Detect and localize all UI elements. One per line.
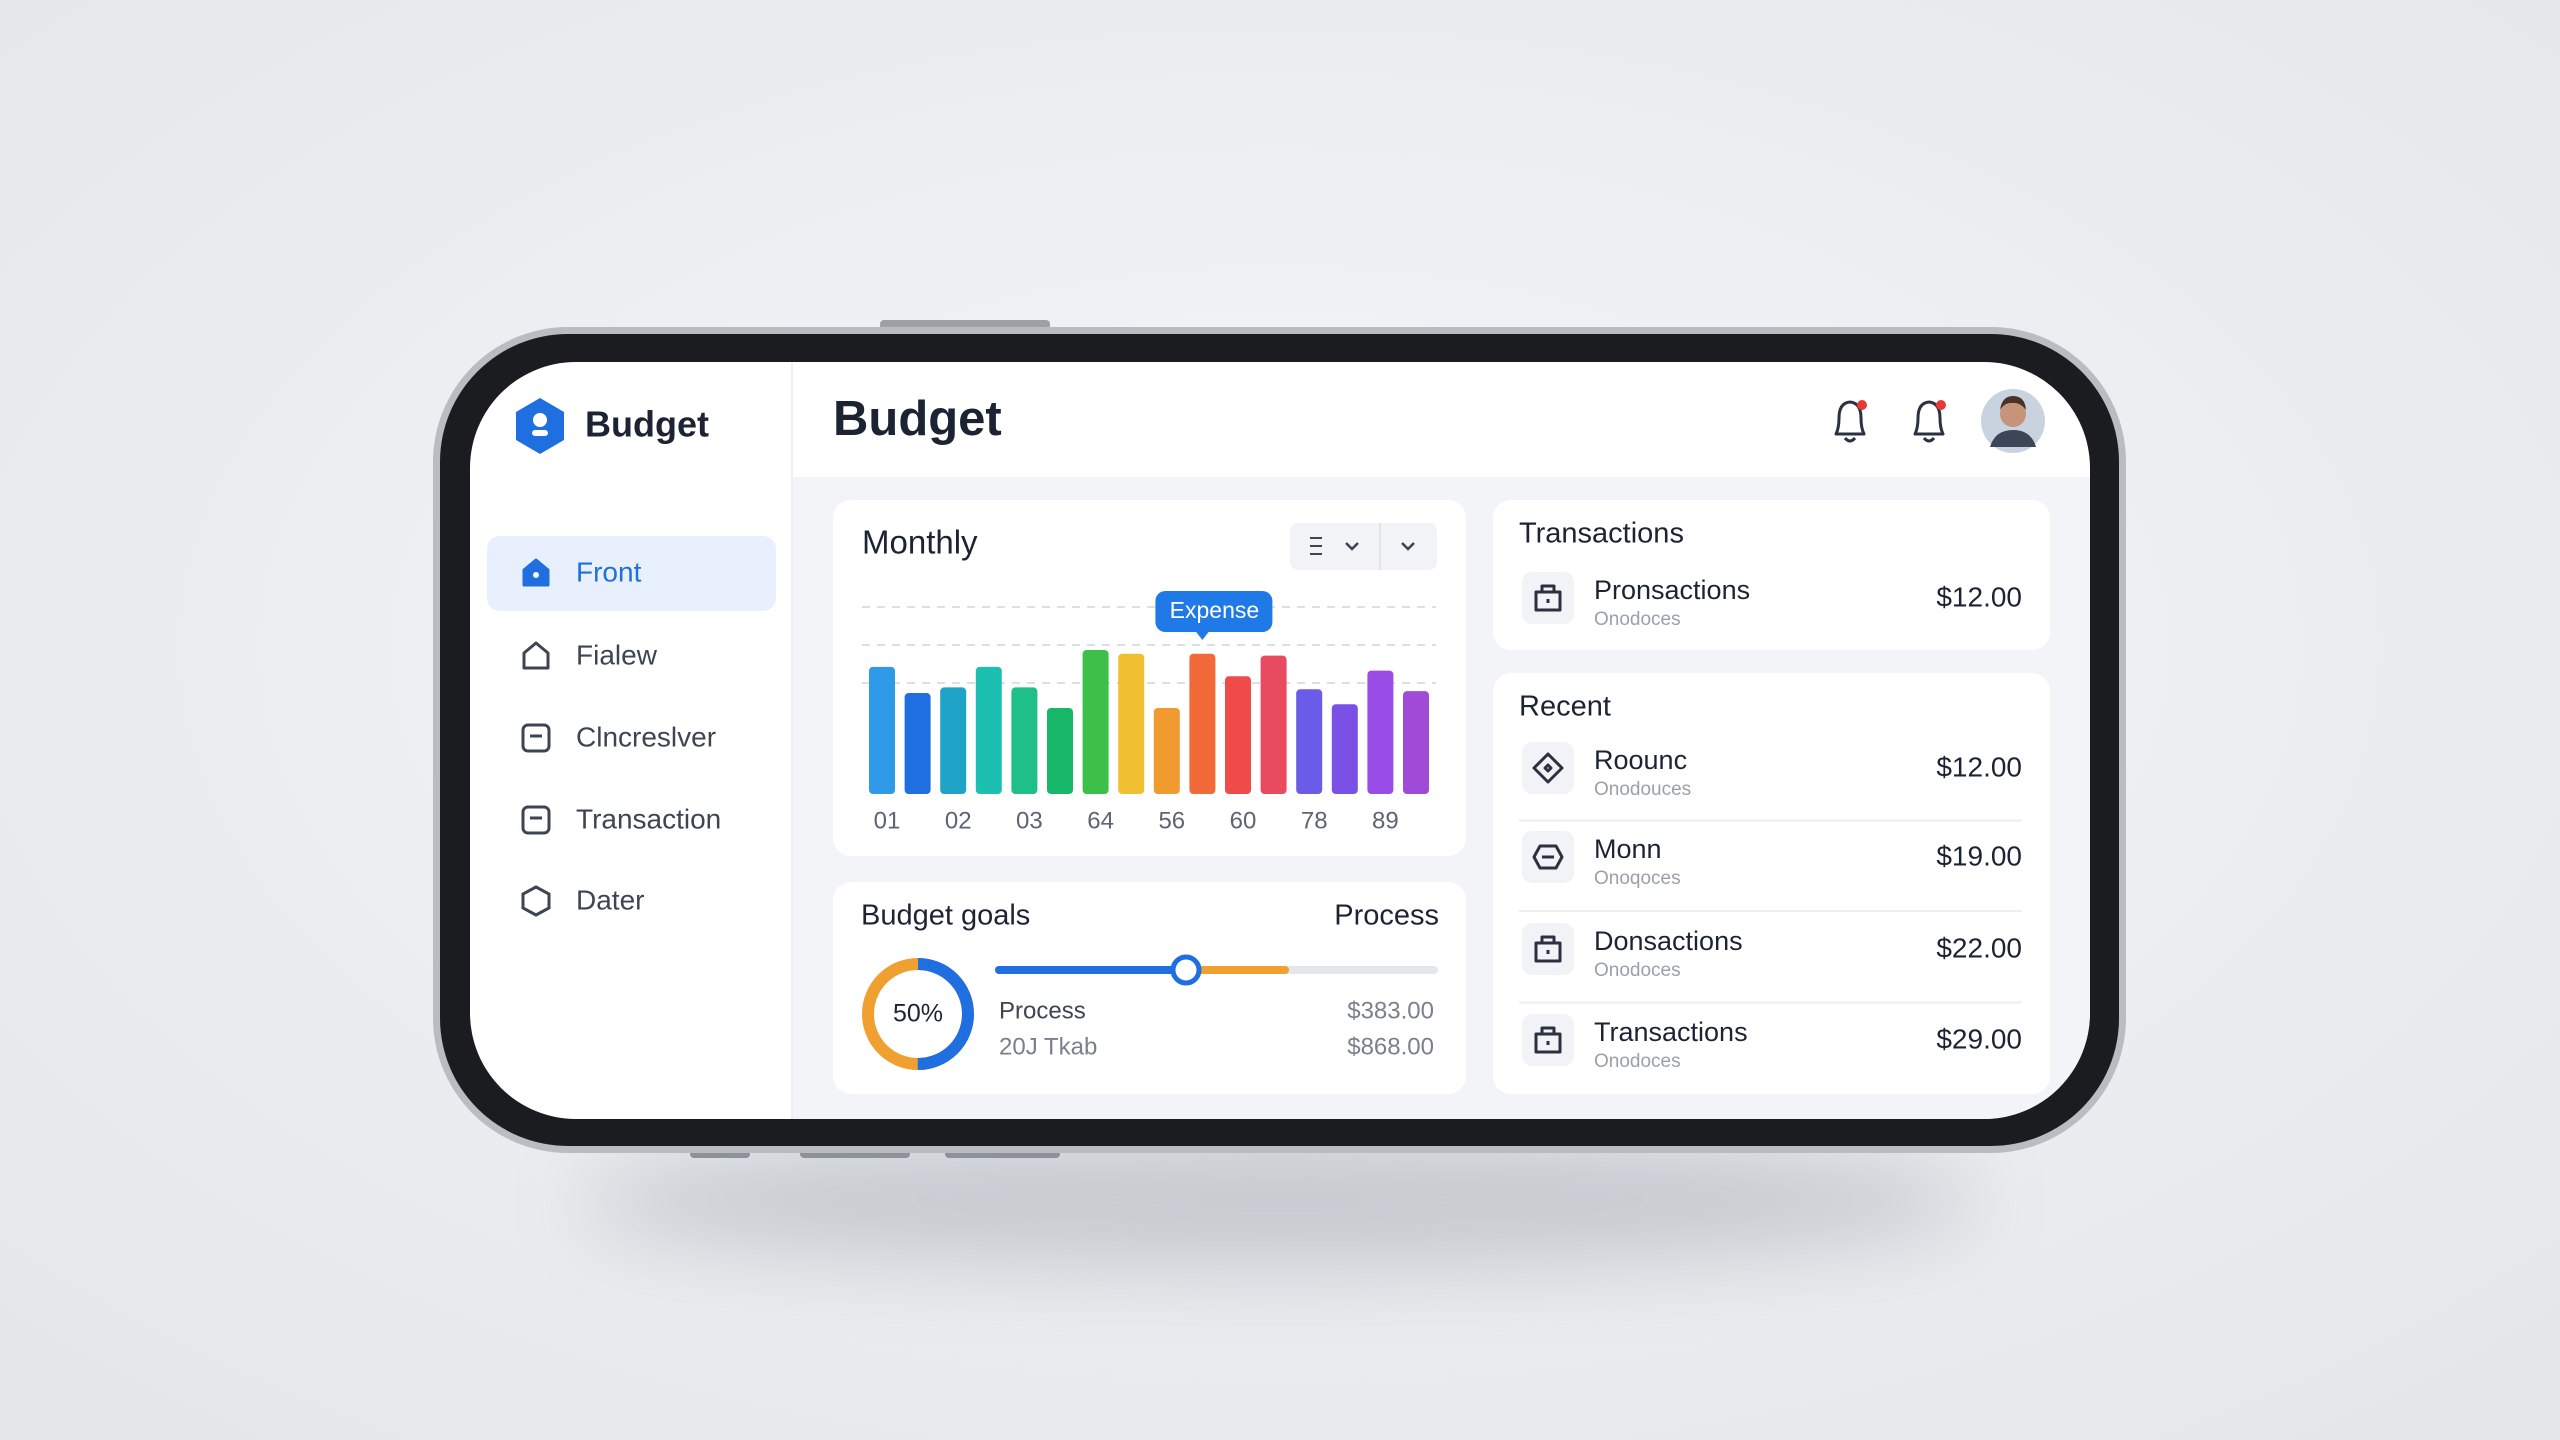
item-name[interactable]: Pronsactions (1594, 575, 1750, 605)
bell-clapper (1843, 436, 1857, 443)
bar (1331, 704, 1358, 794)
item-amount: $12.00 (1936, 581, 2022, 612)
bar (1082, 650, 1109, 794)
nav-icon-dot (533, 572, 539, 578)
x-tick-label: 03 (1016, 807, 1043, 834)
page-title: Budget (833, 392, 1002, 446)
notification-dot (1857, 400, 1867, 410)
bar (1011, 687, 1038, 794)
filter-dropdown[interactable] (1290, 523, 1437, 570)
bell-clapper (1922, 436, 1936, 443)
bar (975, 666, 1002, 794)
bell-icon[interactable] (1913, 400, 1945, 436)
chevron (1345, 542, 1359, 551)
goals-title: Budget goals (861, 900, 1030, 932)
list-icon-bg (1522, 572, 1574, 624)
list-icon (1534, 1026, 1562, 1054)
card (833, 882, 1466, 1094)
goal-label: Process (999, 997, 1086, 1024)
list-icon (1532, 752, 1564, 784)
avatar-hair (2000, 396, 2026, 410)
avatar-face (2000, 401, 2026, 427)
nav-item[interactable]: Clncreslver (576, 721, 716, 752)
item-name[interactable]: Donsactions (1594, 926, 1743, 956)
item-amount: $12.00 (1936, 751, 2022, 782)
brand-logo-mark (533, 413, 547, 427)
bar (904, 693, 931, 794)
nav-icon (521, 723, 551, 753)
list-icon (1534, 584, 1562, 612)
x-tick-label: 78 (1301, 807, 1328, 834)
tooltip-label: Expense (1170, 597, 1260, 623)
bar (1403, 691, 1429, 794)
bell-icon[interactable] (1834, 400, 1866, 436)
slider-knob[interactable] (1170, 954, 1202, 986)
nav-item[interactable]: Dater (576, 884, 644, 915)
goal-amount: $868.00 (1347, 1033, 1434, 1060)
item-sub: Onodoces (1594, 960, 1681, 981)
nav-icon (522, 641, 550, 670)
item-amount: $29.00 (1936, 1023, 2022, 1054)
ui: Budget Front Fialew Clncreslver Transaction D… (487, 389, 2050, 1094)
list-icon (1532, 844, 1564, 870)
x-tick-label: 56 (1158, 807, 1185, 834)
list-icon-bg (1522, 923, 1574, 975)
donut-label: 50% (893, 1000, 943, 1028)
card (1493, 673, 2050, 1094)
x-tick-label: 60 (1230, 807, 1257, 834)
bar (1189, 653, 1216, 794)
item-name[interactable]: Transactions (1594, 1017, 1748, 1047)
screen: Budget Front Fialew Clncreslver Transaction D… (470, 362, 2090, 1119)
bar (1047, 707, 1073, 794)
x-tick-label: 02 (945, 807, 972, 834)
bar (1225, 676, 1251, 794)
x-tick-label: 01 (874, 807, 901, 834)
x-tick-label: 89 (1372, 807, 1399, 834)
item-sub: Onodoces (1594, 609, 1681, 630)
brand-logo-mark (532, 430, 548, 436)
goal-label: 20J Tkab (999, 1033, 1097, 1060)
chart-title: Monthly (862, 524, 978, 561)
donut-progress (862, 958, 974, 1070)
list-icon-bg (1522, 1014, 1574, 1066)
item-sub: Onoqoces (1594, 868, 1681, 889)
shadow (580, 1130, 1980, 1270)
item-name[interactable]: Monn (1594, 834, 1662, 864)
bar (1367, 670, 1394, 794)
avatar-body (1990, 430, 2036, 447)
item-sub: Onodouces (1594, 779, 1691, 800)
item-name[interactable]: Roounc (1594, 745, 1687, 775)
item-sub: Onodoces (1594, 1051, 1681, 1072)
tooltip (1155, 591, 1273, 632)
card-title: Recent (1519, 691, 1611, 723)
nav-item[interactable]: Front (576, 556, 642, 587)
nav-icon (521, 885, 551, 917)
list-icon-bg (1522, 742, 1574, 794)
brand-name: Budget (585, 404, 709, 445)
item-amount: $19.00 (1936, 840, 2022, 871)
nav-active-bg[interactable] (487, 536, 776, 611)
chevron (1401, 542, 1415, 551)
notification-dot (1936, 400, 1946, 410)
list-icon (1534, 935, 1562, 963)
bar (1153, 707, 1180, 794)
bar (1260, 655, 1287, 794)
bar (1118, 653, 1145, 794)
item-amount: $22.00 (1936, 932, 2022, 963)
x-tick-label: 64 (1087, 807, 1114, 834)
nav-icon (521, 805, 551, 835)
tooltip-arrow (1195, 631, 1210, 640)
goals-status: Process (1334, 900, 1439, 932)
bar (869, 666, 895, 794)
bar (1296, 689, 1323, 794)
card (1493, 500, 2050, 650)
bar (940, 687, 967, 794)
nav-item[interactable]: Transaction (576, 803, 721, 834)
nav-item[interactable]: Fialew (576, 639, 658, 670)
goal-amount: $383.00 (1347, 997, 1434, 1024)
card-title: Transactions (1519, 518, 1684, 550)
